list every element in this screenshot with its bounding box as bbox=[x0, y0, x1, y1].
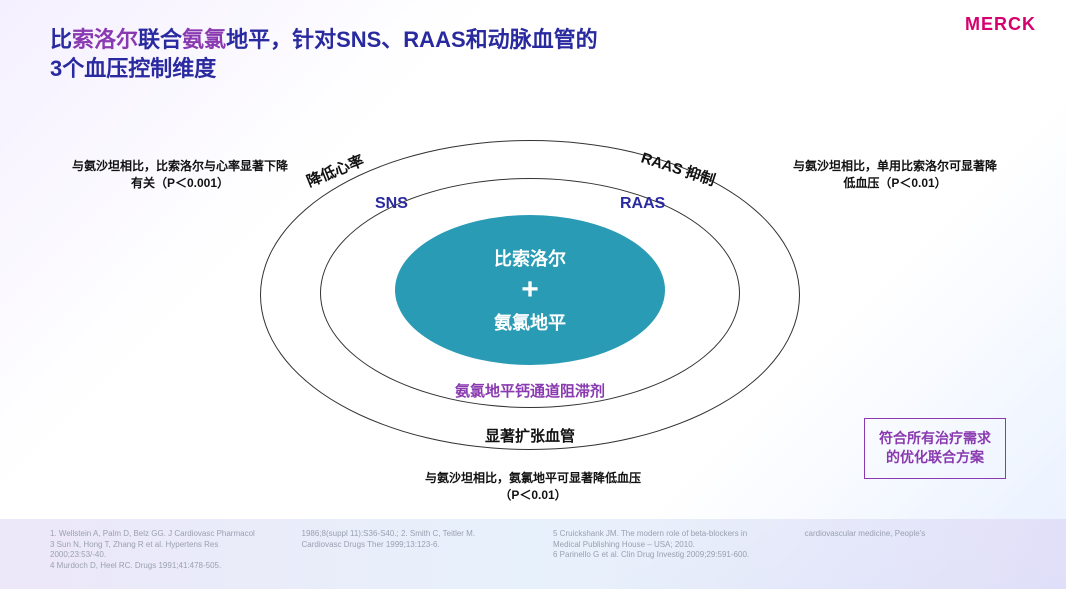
title-line2: 3个血压控制维度 bbox=[50, 56, 216, 81]
callout-box: 符合所有治疗需求 的优化联合方案 bbox=[864, 418, 1006, 479]
annotation-right-top-l2: 低血压（P＜0.01） bbox=[843, 176, 946, 190]
callout-l1: 符合所有治疗需求 bbox=[879, 430, 991, 446]
mid-label-raas: RAAS bbox=[620, 195, 665, 213]
title-hl1: 索洛尔 bbox=[72, 27, 138, 52]
inner-ellipse: 比索洛尔 + 氨氯地平 bbox=[395, 215, 665, 365]
annotation-right-top: 与氨沙坦相比，单用比索洛尔可显著降 低血压（P＜0.01） bbox=[780, 158, 1010, 192]
annotation-left-top: 与氨沙坦相比，比索洛尔与心率显著下降 有关（P＜0.001） bbox=[60, 158, 300, 192]
title-part5: 地平，针对SNS、RAAS和动脉血管的 bbox=[226, 27, 598, 52]
outer-bottom-label: 显著扩张血管 bbox=[260, 425, 800, 446]
mid-label-sns: SNS bbox=[375, 195, 408, 213]
ref-col-1: 1. Wellstein A, Palm D, Belz GG. J Cardi… bbox=[50, 529, 262, 571]
slide-title: 比索洛尔联合氨氯地平，针对SNS、RAAS和动脉血管的 3个血压控制维度 bbox=[50, 26, 598, 83]
ref-col-3: 5 Cruickshank JM. The modern role of bet… bbox=[553, 529, 765, 571]
plus-icon: + bbox=[521, 275, 539, 305]
annotation-bottom-l1: 与氨沙坦相比，氨氯地平可显著降低血压 bbox=[425, 471, 641, 485]
concentric-diagram: 比索洛尔 + 氨氯地平 SNS RAAS 降低心率 RAAS 抑制 氨氯地平钙通… bbox=[260, 130, 800, 470]
drug-bottom-label: 氨氯地平 bbox=[494, 309, 566, 335]
ref-col-2: 1986;8(suppl 11):S36-S40.; 2. Smith C, T… bbox=[302, 529, 514, 571]
references: 1. Wellstein A, Palm D, Belz GG. J Cardi… bbox=[50, 529, 1016, 571]
brand-logo: MERCK bbox=[965, 14, 1036, 35]
annotation-left-top-l1: 与氨沙坦相比，比索洛尔与心率显著下降 bbox=[72, 159, 288, 173]
ref-col-4: cardiovascular medicine, People's bbox=[805, 529, 1017, 571]
title-part3: 联合 bbox=[138, 27, 182, 52]
title-hl2: 氨氯 bbox=[182, 27, 226, 52]
drug-top-label: 比索洛尔 bbox=[494, 245, 566, 271]
mid-bottom-label: 氨氯地平钙通道阻滞剂 bbox=[260, 380, 800, 401]
annotation-left-top-l2: 有关（P＜0.001） bbox=[131, 176, 229, 190]
title-part1: 比 bbox=[50, 27, 72, 52]
annotation-right-top-l1: 与氨沙坦相比，单用比索洛尔可显著降 bbox=[793, 159, 997, 173]
callout-l2: 的优化联合方案 bbox=[886, 449, 984, 465]
annotation-bottom-l2: （P＜0.01） bbox=[499, 488, 566, 502]
